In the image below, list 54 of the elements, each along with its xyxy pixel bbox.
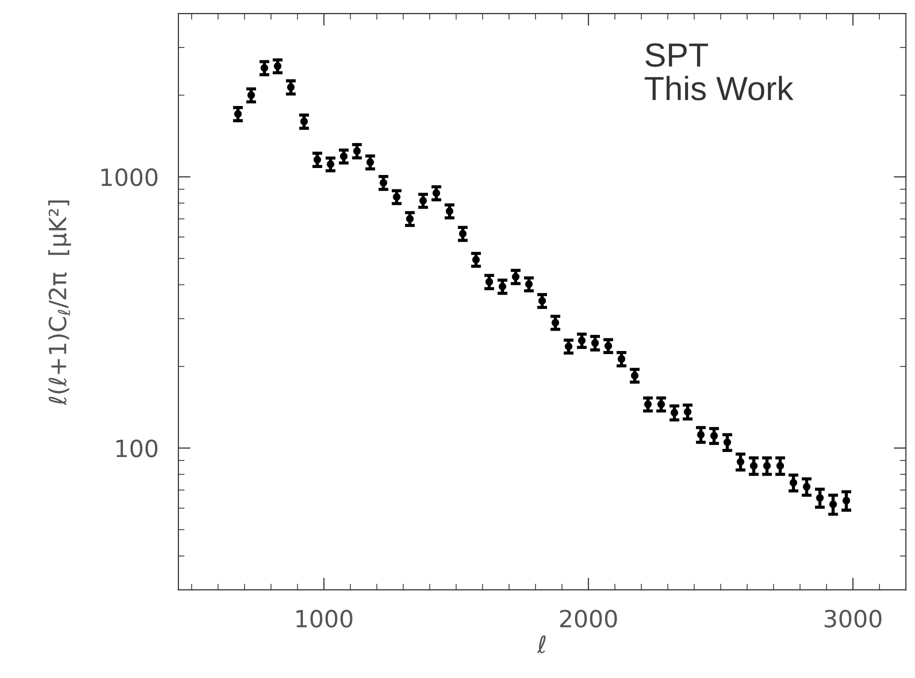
point (538, 297, 546, 305)
point (763, 462, 771, 470)
point (472, 256, 480, 264)
point (512, 272, 520, 281)
point (630, 372, 639, 380)
x-tick-label: 3000 (824, 610, 882, 628)
point (498, 282, 506, 290)
point (790, 478, 798, 487)
point (816, 494, 824, 502)
x-tick-label: 2000 (560, 610, 617, 628)
point (406, 215, 414, 223)
point (697, 430, 705, 439)
point (670, 408, 678, 417)
point (776, 462, 784, 470)
point (300, 118, 308, 126)
x-axis-title: ℓ (536, 635, 546, 654)
point (657, 400, 665, 408)
point (380, 178, 388, 187)
point (485, 278, 494, 286)
point (802, 482, 810, 491)
point (552, 318, 560, 326)
point (750, 462, 758, 470)
point (604, 342, 612, 350)
point (432, 189, 440, 197)
point (392, 193, 400, 201)
point (723, 438, 732, 446)
y-axis-title: ℓ(ℓ+1)C$_{ℓ}$/2π [μK²] (48, 200, 72, 406)
point (366, 158, 374, 166)
point (326, 160, 334, 168)
point (287, 83, 295, 92)
point (458, 230, 467, 238)
point (247, 91, 255, 100)
point (578, 336, 586, 344)
point (260, 64, 268, 72)
point (419, 196, 427, 204)
point (446, 207, 454, 216)
point (591, 339, 599, 347)
annotation: SPT This Work (644, 43, 794, 100)
y-tick-label: 100 (116, 440, 158, 458)
point (684, 408, 692, 416)
point (842, 496, 850, 504)
point (618, 355, 626, 363)
point (234, 110, 242, 118)
point (274, 62, 282, 70)
point (313, 156, 322, 164)
x-tick-label: 1000 (296, 610, 352, 628)
point (525, 280, 533, 288)
point (736, 458, 744, 466)
point (644, 400, 652, 408)
point (829, 500, 837, 508)
point (353, 147, 361, 155)
point (340, 152, 348, 160)
point (564, 342, 572, 350)
point (710, 432, 718, 440)
